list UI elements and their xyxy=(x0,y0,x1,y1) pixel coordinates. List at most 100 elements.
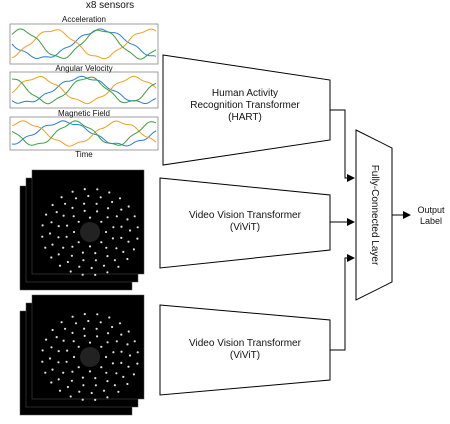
frame-dot xyxy=(71,207,73,209)
sensor-count: x8 sensors xyxy=(80,0,140,12)
frame-dot xyxy=(89,245,91,247)
frame-dot xyxy=(122,376,124,378)
frame-dot xyxy=(106,396,108,398)
arrow xyxy=(330,258,354,350)
frame-dot xyxy=(112,226,114,228)
frame-dot xyxy=(128,330,130,332)
frame-dot xyxy=(119,197,121,199)
frame-dot xyxy=(63,215,65,217)
frame-dot xyxy=(126,343,128,345)
frame-dot xyxy=(106,271,108,273)
frame-dot xyxy=(49,232,51,234)
frame-dot xyxy=(115,372,117,374)
encoder-label: Video Vision Transformer (ViViT) xyxy=(185,338,305,362)
output-label: Output Label xyxy=(412,205,450,227)
frame-dot xyxy=(120,226,122,228)
frame-dot xyxy=(82,252,84,254)
plot-frame xyxy=(10,24,158,64)
frame-dot xyxy=(50,346,52,348)
frame-dot xyxy=(94,399,96,401)
frame-dot xyxy=(72,316,74,318)
frame-dot xyxy=(112,362,114,364)
frame-dot xyxy=(111,326,113,328)
frame-dot xyxy=(120,362,122,364)
frame-dot xyxy=(58,378,60,380)
frame-dot xyxy=(107,332,109,334)
frame-dot xyxy=(95,259,97,261)
frame-dot xyxy=(119,322,121,324)
frame-dot xyxy=(59,390,61,392)
frame-dot xyxy=(133,248,135,250)
frame-dot xyxy=(84,188,86,190)
frame-dot xyxy=(50,256,52,258)
frame-dot xyxy=(56,211,58,213)
frame-dot xyxy=(134,215,136,217)
frame-dot xyxy=(111,201,113,203)
frame-dot xyxy=(107,207,109,209)
frame-dot xyxy=(116,215,118,217)
frame-dot xyxy=(51,369,53,371)
frame-dot xyxy=(133,373,135,375)
frame-dot xyxy=(107,341,109,343)
frame-dot xyxy=(78,266,80,268)
diagram: x8 sensors Acceleration Angular Velocity… xyxy=(0,0,450,424)
frame-dot xyxy=(72,191,74,193)
frame-center xyxy=(80,222,100,242)
frame-dot xyxy=(107,216,109,218)
frame-dot xyxy=(114,384,116,386)
frame-dot xyxy=(89,342,91,344)
frame-dot xyxy=(82,259,84,261)
frame-dot xyxy=(100,321,102,323)
frame-dot xyxy=(63,340,65,342)
encoder-label: Video Vision Transformer (ViViT) xyxy=(185,210,305,234)
frame-dot xyxy=(64,328,66,330)
frame-dot xyxy=(78,241,80,243)
frame-dot xyxy=(82,399,84,401)
frame-dot xyxy=(41,361,43,363)
frame-dot xyxy=(96,210,98,212)
frame-dot xyxy=(64,203,66,205)
frame-dot xyxy=(75,197,77,199)
frame-dot xyxy=(84,210,86,212)
frame-dot xyxy=(56,336,58,338)
frame-dot xyxy=(137,351,139,353)
frame-dot xyxy=(116,340,118,342)
frame-dot xyxy=(61,321,63,323)
frame-dot xyxy=(44,247,46,249)
frame-dot xyxy=(66,350,68,352)
frame-dot xyxy=(126,218,128,220)
frame-dot xyxy=(100,366,102,368)
frame-dot xyxy=(96,328,98,330)
frame-dot xyxy=(45,214,47,216)
frame-dot xyxy=(89,370,91,372)
frame-dot xyxy=(103,390,105,392)
frame-dot xyxy=(45,339,47,341)
frame-dot xyxy=(115,247,117,249)
frame-dot xyxy=(128,205,130,207)
frame-dot xyxy=(137,226,139,228)
frame-dot xyxy=(67,386,69,388)
sensor-plots xyxy=(5,12,165,157)
frame-dot xyxy=(87,320,89,322)
frame-dot xyxy=(100,346,102,348)
frame-dot xyxy=(57,361,59,363)
frame-dot xyxy=(100,196,102,198)
frame-dot xyxy=(67,261,69,263)
frame-dot xyxy=(78,221,80,223)
frame-dot xyxy=(96,335,98,337)
frame-dot xyxy=(62,247,64,249)
frame-dot xyxy=(82,384,84,386)
plot-title: Magnetic Field xyxy=(10,109,158,119)
frame-dot xyxy=(126,258,128,260)
frame-dot xyxy=(106,255,108,257)
frame-dot xyxy=(94,252,96,254)
frame-dot xyxy=(105,231,107,233)
frame-dot xyxy=(51,244,53,246)
frame-dot xyxy=(117,266,119,268)
frame-dot xyxy=(71,371,73,373)
frame-dot xyxy=(70,395,72,397)
frame-dot xyxy=(105,356,107,358)
frame-dot xyxy=(94,274,96,276)
frame-dot xyxy=(96,188,98,190)
frame-dot xyxy=(84,313,86,315)
